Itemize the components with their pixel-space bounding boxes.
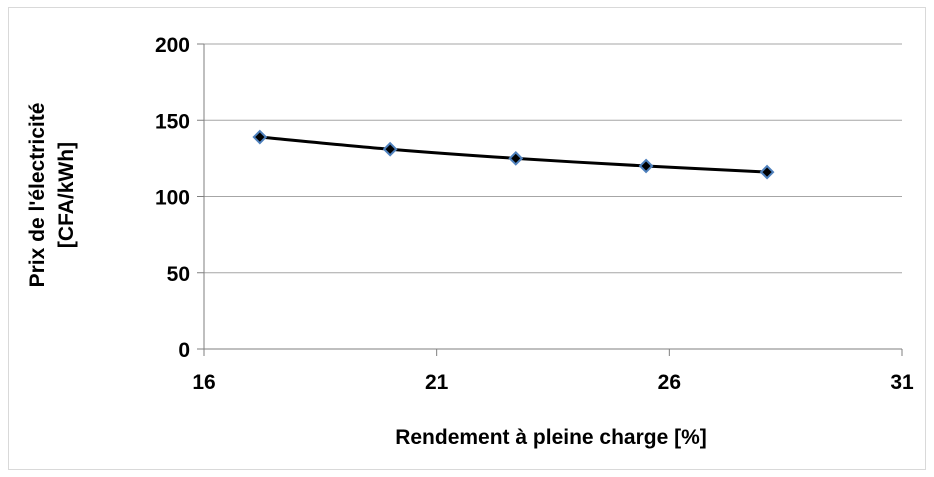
y-axis-label-line2: [CFA/kWh] <box>55 142 78 248</box>
data-point-2 <box>508 150 524 166</box>
axes <box>197 43 903 356</box>
x-tick-label-26: 26 <box>658 371 681 394</box>
chart-frame <box>8 7 926 470</box>
y-axis-label-line1: Prix de l'électricité <box>26 103 49 288</box>
data-point-0 <box>252 129 268 145</box>
x-tick-label-31: 31 <box>890 371 914 394</box>
series-group <box>252 129 775 180</box>
x-tick-label-16: 16 <box>192 371 215 394</box>
x-tick-label-21: 21 <box>425 371 449 394</box>
data-point-3 <box>638 158 654 174</box>
y-tick-label-0: 0 <box>178 339 190 362</box>
data-point-1 <box>382 141 398 157</box>
x-axis-label: Rendement à pleine charge [%] <box>395 426 707 449</box>
y-tick-label-50: 50 <box>167 263 190 286</box>
y-tick-label-150: 150 <box>155 110 190 133</box>
y-tick-label-200: 200 <box>155 34 190 57</box>
data-point-4 <box>759 164 775 180</box>
y-tick-labels: 0 50 100 150 200 <box>155 34 190 362</box>
gridlines <box>204 43 902 274</box>
y-tick-label-100: 100 <box>155 187 190 210</box>
x-tick-labels: 16 21 26 31 <box>192 371 914 394</box>
